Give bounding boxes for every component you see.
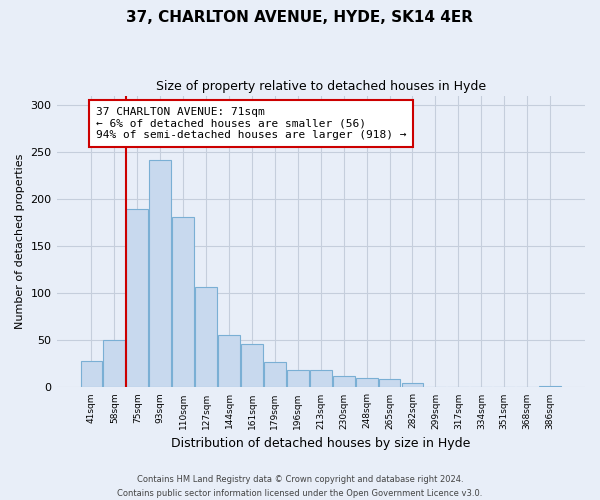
Text: Contains HM Land Registry data © Crown copyright and database right 2024.
Contai: Contains HM Land Registry data © Crown c… — [118, 476, 482, 498]
Bar — [80, 361, 103, 388]
Text: 37 CHARLTON AVENUE: 71sqm
← 6% of detached houses are smaller (56)
94% of semi-d: 37 CHARLTON AVENUE: 71sqm ← 6% of detach… — [96, 107, 407, 140]
Bar — [333, 376, 355, 388]
Bar — [172, 217, 194, 388]
Bar — [539, 386, 561, 388]
Bar — [195, 286, 217, 388]
Bar — [149, 160, 171, 388]
X-axis label: Distribution of detached houses by size in Hyde: Distribution of detached houses by size … — [171, 437, 470, 450]
Bar — [287, 370, 309, 388]
Bar — [379, 379, 400, 388]
Bar — [103, 340, 125, 388]
Y-axis label: Number of detached properties: Number of detached properties — [15, 154, 25, 329]
Bar — [356, 378, 377, 388]
Bar — [241, 344, 263, 388]
Bar — [310, 370, 332, 388]
Bar — [218, 334, 240, 388]
Title: Size of property relative to detached houses in Hyde: Size of property relative to detached ho… — [156, 80, 486, 93]
Bar — [401, 382, 424, 388]
Bar — [127, 208, 148, 388]
Text: 37, CHARLTON AVENUE, HYDE, SK14 4ER: 37, CHARLTON AVENUE, HYDE, SK14 4ER — [127, 10, 473, 25]
Bar — [264, 362, 286, 388]
